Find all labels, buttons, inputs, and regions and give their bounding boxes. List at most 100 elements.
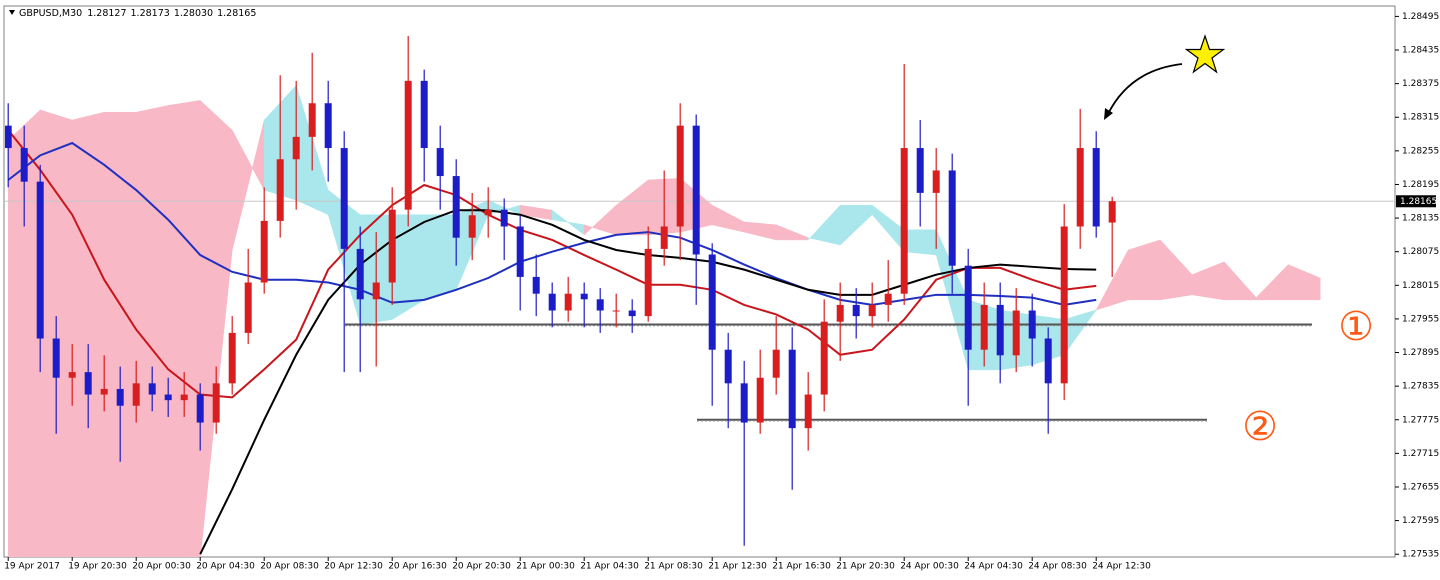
high-value: 1.28173 <box>131 8 170 19</box>
y-tick-label: 1.27595 <box>1402 516 1439 526</box>
close-value: 1.28165 <box>217 8 256 19</box>
y-tick-label: 1.28195 <box>1402 180 1439 190</box>
candle-body <box>324 103 332 149</box>
candle-body <box>340 148 348 249</box>
candle-body <box>836 304 844 322</box>
cloud-segment <box>103 111 137 557</box>
cloud-segment <box>167 100 201 557</box>
candle-body <box>484 209 492 216</box>
candle-body <box>548 293 556 311</box>
candle-body <box>276 159 284 221</box>
plot-area <box>5 36 1395 557</box>
y-tick-label: 1.27775 <box>1402 415 1439 425</box>
y-tick-label: 1.27715 <box>1402 449 1439 459</box>
candle-body <box>660 226 668 249</box>
y-tick-label: 1.28495 <box>1402 12 1439 22</box>
x-tick-label: 21 Apr 20:30 <box>836 562 895 572</box>
candle-body <box>1108 201 1116 223</box>
candle-body <box>756 377 764 423</box>
x-tick-label: 24 Apr 12:30 <box>1092 562 1151 572</box>
x-tick-label: 21 Apr 08:30 <box>644 562 703 572</box>
x-tick-label: 20 Apr 16:30 <box>388 562 447 572</box>
x-tick-label: 24 Apr 08:30 <box>1028 562 1087 572</box>
chart-header: GBPUSD,M30 1.28127 1.28173 1.28030 1.28165 <box>19 8 256 19</box>
candle-body <box>100 388 108 395</box>
candle-body <box>708 254 716 350</box>
candle-body <box>564 293 572 311</box>
candle-body <box>676 125 684 227</box>
candle-body <box>228 332 236 384</box>
candle-body <box>404 80 412 210</box>
x-tick-label: 21 Apr 12:30 <box>708 562 767 572</box>
candle-body <box>580 293 588 300</box>
candle-body <box>36 181 44 339</box>
y-tick-label: 1.28135 <box>1402 214 1439 224</box>
x-tick-label: 20 Apr 20:30 <box>452 562 511 572</box>
y-tick-label: 1.28015 <box>1402 281 1439 291</box>
candle-body <box>644 248 652 317</box>
candle-body <box>740 383 748 423</box>
cloud-segment <box>71 111 105 557</box>
candle-body <box>164 394 172 401</box>
candle-body <box>1076 148 1084 227</box>
candle-body <box>132 383 140 406</box>
candle-body <box>20 148 28 182</box>
y-tick-label: 1.28375 <box>1402 79 1439 89</box>
candle-body <box>900 148 908 294</box>
x-tick-label: 20 Apr 08:30 <box>260 562 319 572</box>
y-tick-label: 1.28435 <box>1402 46 1439 56</box>
candle-body <box>1044 338 1052 384</box>
y-tick-label: 1.28255 <box>1402 146 1439 156</box>
candle-body <box>1012 310 1020 356</box>
candle-body <box>692 125 700 255</box>
candle-body <box>244 282 252 333</box>
x-tick-label: 20 Apr 12:30 <box>324 562 383 572</box>
candle-body <box>1028 310 1036 339</box>
candle-body <box>532 276 540 294</box>
y-tick-label: 1.27655 <box>1402 482 1439 492</box>
y-tick-label: 1.28075 <box>1402 247 1439 257</box>
y-tick-label: 1.27895 <box>1402 348 1439 358</box>
cloud-segment <box>1127 239 1161 301</box>
arrow-head <box>1104 108 1113 120</box>
candle-body <box>916 148 924 193</box>
candle-body <box>372 282 380 300</box>
candle-body <box>500 209 508 227</box>
candle-body <box>420 80 428 149</box>
x-tick-label: 19 Apr 2017 <box>4 562 60 572</box>
candle-body <box>5 125 12 149</box>
candle-body <box>628 310 636 317</box>
candle-body <box>596 299 604 311</box>
annotation-2: ② <box>1242 404 1278 450</box>
open-value: 1.28127 <box>87 8 126 19</box>
candle-body <box>148 383 156 395</box>
candle-body <box>788 349 796 429</box>
candle-body <box>292 136 300 160</box>
y-tick-label: 1.27835 <box>1402 382 1439 392</box>
menu-triangle <box>9 10 15 15</box>
candle-body <box>820 321 828 395</box>
x-tick-label: 20 Apr 00:30 <box>132 562 191 572</box>
candle-body <box>196 394 204 423</box>
y-tick-label: 1.27535 <box>1402 550 1439 560</box>
candle-body <box>68 372 76 378</box>
candle-body <box>948 170 956 266</box>
candle-body <box>308 103 316 137</box>
y-tick-label: 1.28315 <box>1402 113 1439 123</box>
price-tag <box>1396 195 1436 208</box>
candle-body <box>1060 226 1068 384</box>
candle-body <box>260 220 268 283</box>
x-tick-label: 21 Apr 16:30 <box>772 562 831 572</box>
x-tick-label: 19 Apr 20:30 <box>68 562 127 572</box>
cloud-segment <box>135 105 169 557</box>
x-tick-label: 24 Apr 00:30 <box>900 562 959 572</box>
candle-body <box>932 170 940 193</box>
cloud-segment <box>903 229 937 256</box>
candle-body <box>996 304 1004 356</box>
x-tick-label: 24 Apr 04:30 <box>964 562 1023 572</box>
candle-body <box>980 304 988 350</box>
candle-body <box>180 394 188 401</box>
symbol: GBPUSD,M30 <box>19 8 82 19</box>
candle-body <box>516 226 524 277</box>
